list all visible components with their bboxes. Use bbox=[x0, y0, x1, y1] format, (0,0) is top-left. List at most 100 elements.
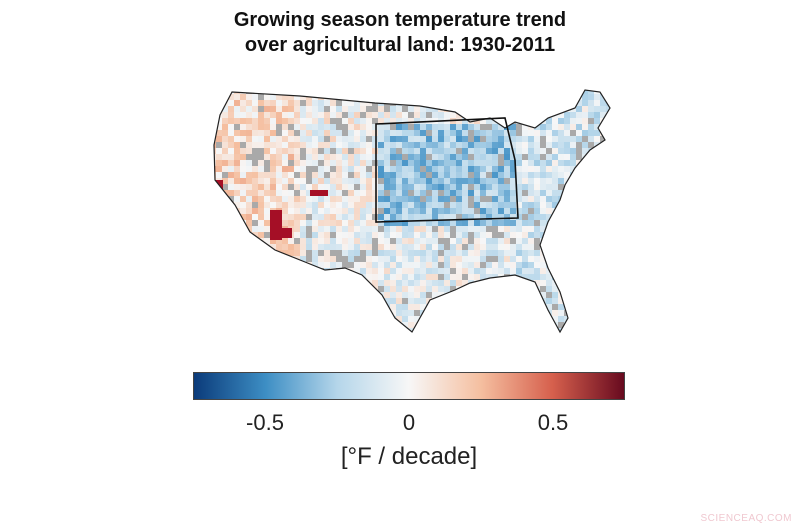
county-cell bbox=[252, 160, 258, 166]
county-cell bbox=[354, 148, 360, 154]
county-cell bbox=[336, 250, 342, 256]
county-cell bbox=[492, 262, 498, 268]
county-cell bbox=[462, 334, 468, 340]
county-cell bbox=[528, 148, 534, 154]
county-cell bbox=[558, 136, 564, 142]
county-cell bbox=[246, 112, 252, 118]
county-cell bbox=[318, 322, 324, 328]
county-cell bbox=[426, 238, 432, 244]
county-cell bbox=[474, 226, 480, 232]
county-cell bbox=[528, 334, 534, 340]
county-cell bbox=[534, 112, 540, 118]
county-cell bbox=[444, 136, 450, 142]
county-cell bbox=[246, 328, 252, 332]
county-cell bbox=[444, 256, 450, 262]
county-cell bbox=[214, 256, 216, 262]
county-cell bbox=[324, 268, 330, 274]
county-cell bbox=[570, 166, 576, 172]
county-cell bbox=[342, 190, 348, 196]
county-cell bbox=[342, 94, 348, 100]
county-cell bbox=[348, 310, 354, 316]
county-cell bbox=[396, 90, 402, 94]
county-cell bbox=[306, 202, 312, 208]
county-cell bbox=[324, 274, 330, 280]
county-cell bbox=[546, 244, 552, 250]
county-cell bbox=[258, 310, 264, 316]
county-cell bbox=[594, 334, 600, 340]
county-cell bbox=[270, 178, 276, 184]
county-cell bbox=[450, 196, 456, 202]
county-cell bbox=[246, 172, 252, 178]
county-cell bbox=[450, 130, 456, 136]
county-cell bbox=[402, 94, 408, 100]
county-cell bbox=[312, 316, 318, 322]
county-cell bbox=[240, 256, 246, 262]
county-cell bbox=[462, 298, 468, 304]
county-cell bbox=[546, 124, 552, 130]
county-cell bbox=[510, 232, 516, 238]
county-cell bbox=[360, 184, 366, 190]
county-cell bbox=[510, 214, 516, 220]
county-cell bbox=[258, 298, 264, 304]
midwest-region-box bbox=[375, 117, 519, 223]
county-cell bbox=[252, 208, 258, 214]
county-cell bbox=[456, 292, 462, 298]
county-cell bbox=[252, 256, 258, 262]
county-cell bbox=[558, 244, 564, 250]
county-cell bbox=[360, 94, 366, 100]
county-cell bbox=[594, 160, 600, 166]
county-cell bbox=[450, 184, 456, 190]
county-cell bbox=[214, 280, 216, 286]
county-cell bbox=[588, 172, 594, 178]
county-cell bbox=[324, 208, 330, 214]
county-cell bbox=[294, 130, 300, 136]
county-cell bbox=[258, 196, 264, 202]
county-cell bbox=[558, 298, 564, 304]
county-cell bbox=[564, 202, 570, 208]
county-cell bbox=[336, 286, 342, 292]
county-cell bbox=[312, 208, 318, 214]
county-cell bbox=[570, 142, 576, 148]
county-cell bbox=[306, 154, 312, 160]
county-cell bbox=[408, 190, 414, 196]
county-cell bbox=[288, 334, 294, 340]
county-cell bbox=[390, 268, 396, 274]
county-cell bbox=[384, 286, 390, 292]
county-cell bbox=[324, 244, 330, 250]
county-cell bbox=[354, 214, 360, 220]
county-cell bbox=[576, 190, 582, 196]
county-cell bbox=[390, 196, 396, 202]
county-cell bbox=[540, 130, 546, 136]
county-cell bbox=[300, 220, 306, 226]
county-cell bbox=[378, 190, 384, 196]
county-cell bbox=[214, 220, 216, 226]
county-cell bbox=[348, 202, 354, 208]
county-cell bbox=[540, 90, 546, 94]
county-cell bbox=[276, 178, 282, 184]
county-cell bbox=[360, 112, 366, 118]
county-cell bbox=[534, 208, 540, 214]
county-cell bbox=[330, 118, 336, 124]
county-cell bbox=[276, 310, 282, 316]
county-cell bbox=[564, 148, 570, 154]
county-cell bbox=[300, 274, 306, 280]
county-cell bbox=[480, 232, 486, 238]
county-cell bbox=[516, 202, 522, 208]
county-cell bbox=[312, 100, 318, 106]
county-cell bbox=[384, 250, 390, 256]
county-cell bbox=[540, 214, 546, 220]
county-cell bbox=[552, 226, 558, 232]
county-cell bbox=[324, 232, 330, 238]
county-cell bbox=[450, 304, 456, 310]
county-cell bbox=[276, 118, 282, 124]
county-cell bbox=[462, 100, 468, 106]
county-cell bbox=[516, 184, 522, 190]
county-cell bbox=[576, 298, 582, 304]
county-cell bbox=[438, 256, 444, 262]
county-cell bbox=[420, 334, 426, 340]
county-cell bbox=[450, 142, 456, 148]
county-cell bbox=[402, 202, 408, 208]
county-cell bbox=[570, 250, 576, 256]
county-cell bbox=[492, 160, 498, 166]
county-cell bbox=[222, 184, 228, 190]
